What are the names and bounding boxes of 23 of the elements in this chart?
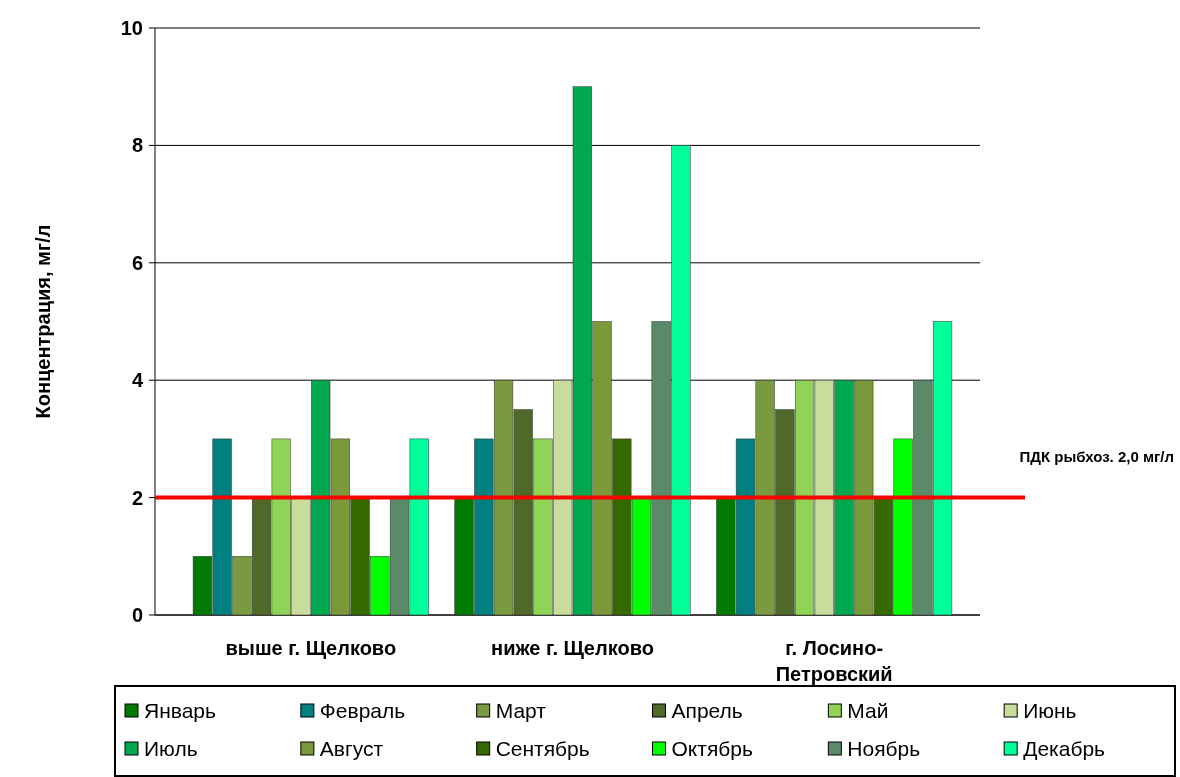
legend-label: Январь (144, 699, 217, 723)
y-tick-label: 2 (131, 486, 143, 509)
x-tick-label: г. Лосино-Петровский (775, 637, 893, 685)
y-tick-label: 10 (120, 17, 143, 39)
legend-label: Март (495, 699, 547, 723)
legend-label: Май (847, 699, 889, 723)
y-tick-label: 4 (131, 369, 144, 392)
y-axis-title: Концентрация, мг/л (32, 224, 54, 419)
legend-label: Сентябрь (495, 737, 590, 761)
legend-label: Август (319, 737, 384, 761)
legend-label: Февраль (319, 699, 406, 723)
legend-label: Июль (144, 737, 198, 761)
legend-label: Октябрь (671, 737, 753, 761)
x-tick-label: выше г. Щелково (225, 637, 397, 659)
y-tick-label: 0 (131, 604, 143, 626)
legend-label: Июнь (1023, 699, 1077, 723)
y-tick-label: 6 (131, 251, 143, 274)
ref-line-label: ПДК рыбхоз. 2,0 мг/л (1019, 447, 1174, 465)
y-tick-label: 8 (131, 134, 143, 157)
legend-label: Апрель (671, 699, 743, 723)
legend-label: Ноябрь (847, 737, 921, 761)
legend-label: Декабрь (1023, 737, 1106, 761)
x-tick-label: ниже г. Щелково (491, 637, 654, 659)
